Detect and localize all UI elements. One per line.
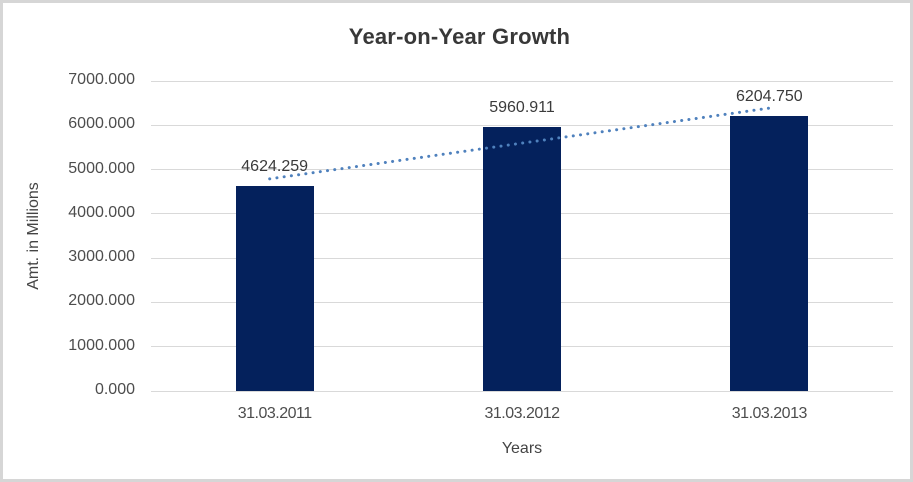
gridline bbox=[151, 80, 893, 82]
y-tick-label: 3000.000 bbox=[68, 248, 135, 266]
y-tick-label: 2000.000 bbox=[68, 292, 135, 310]
x-tick-label: 31.03.2011 bbox=[237, 405, 312, 422]
data-label: 4624.259 bbox=[241, 158, 309, 176]
y-tick-label: 5000.000 bbox=[68, 159, 135, 177]
data-label: 6204.750 bbox=[735, 88, 803, 106]
plot-area: 0.000 1000.000 2000.000 3000.000 4000.000 500… bbox=[3, 3, 910, 479]
bar bbox=[235, 186, 314, 391]
y-tick-label: 0.000 bbox=[94, 381, 135, 398]
y-tick-label: 6000.000 bbox=[68, 115, 135, 133]
x-axis-title: Years bbox=[501, 440, 543, 457]
bar bbox=[483, 127, 561, 391]
y-tick-label: 4000.000 bbox=[68, 203, 135, 221]
y-tick-label: 1000.000 bbox=[68, 336, 135, 354]
x-tick-label: 31.03.2013 bbox=[731, 405, 808, 422]
y-tick-label: 7000.000 bbox=[68, 71, 135, 88]
x-axis-line bbox=[151, 390, 893, 392]
chart-title: Year-on-Year Growth bbox=[348, 24, 571, 49]
x-tick-label: 31.03.2012 bbox=[484, 405, 560, 422]
bar bbox=[730, 116, 809, 391]
data-label: 5960.911 bbox=[489, 99, 555, 117]
